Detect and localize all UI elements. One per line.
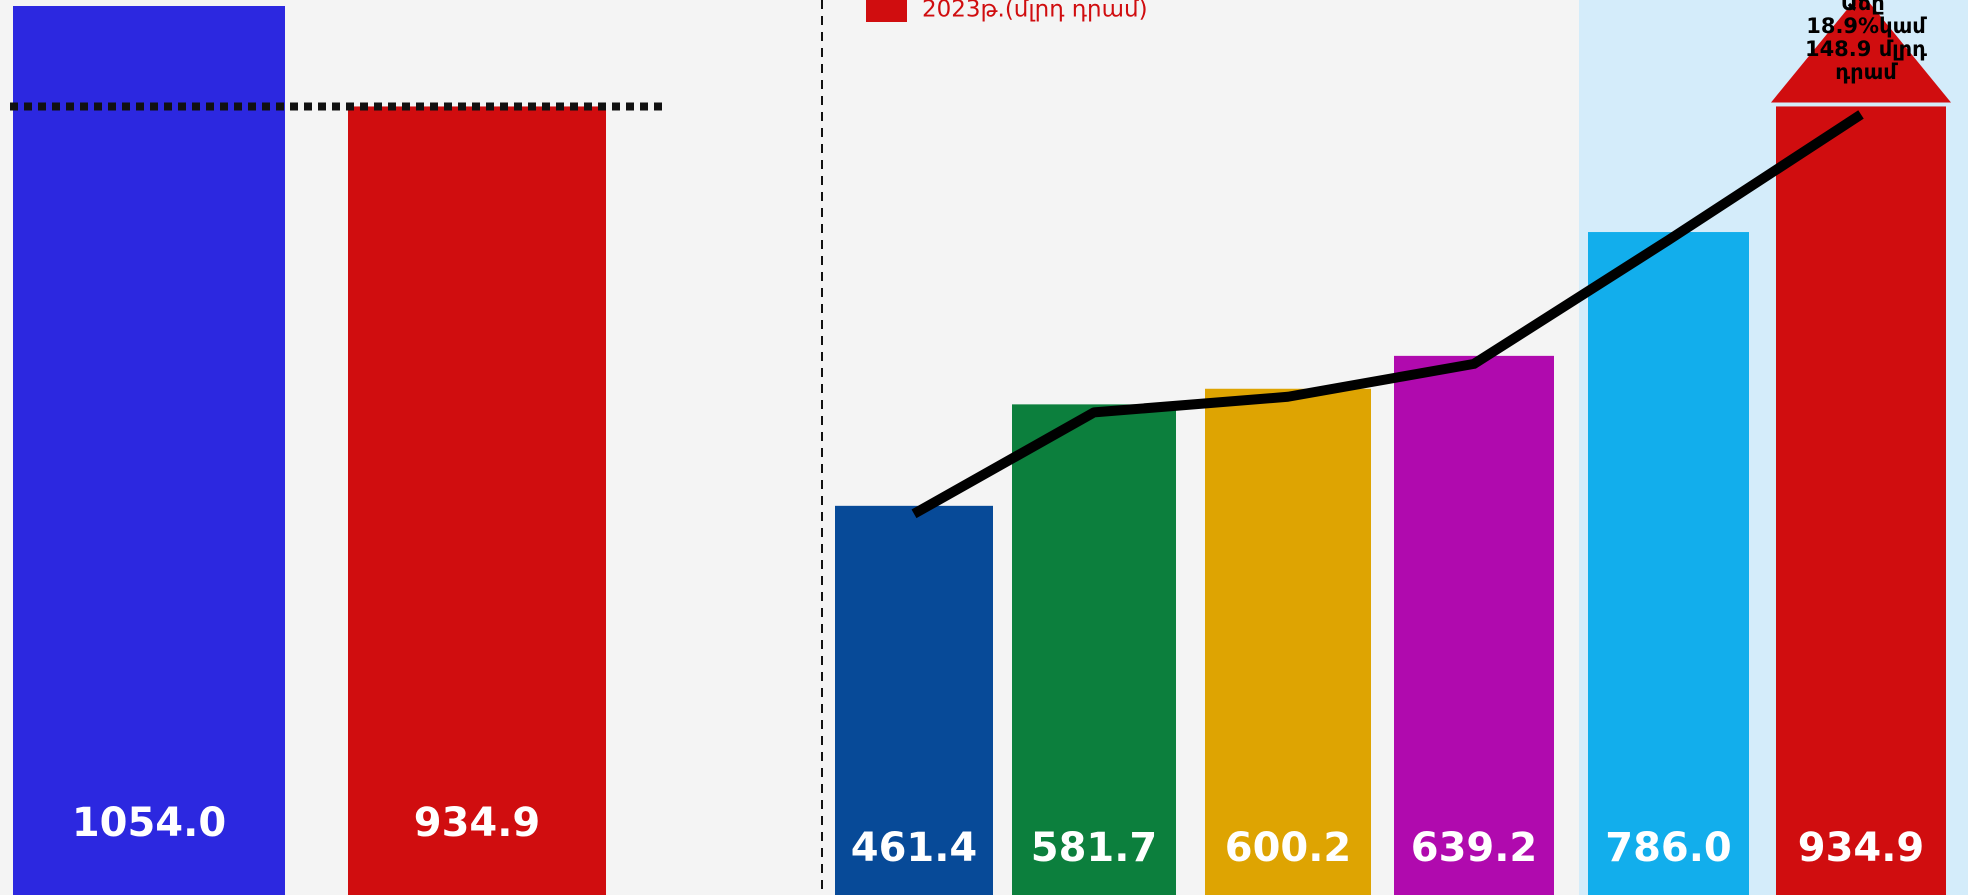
- value-label: 600.2: [1225, 825, 1352, 871]
- value-label: 639.2: [1411, 825, 1538, 871]
- value-label: 1054.0: [72, 800, 226, 846]
- bar: [13, 6, 285, 895]
- annotation: դրամ: [1835, 60, 1898, 84]
- bar: [1012, 404, 1176, 895]
- value-label: 461.4: [851, 825, 978, 871]
- annotation: 148.9 մլրդ: [1805, 37, 1927, 61]
- value-label: 786.0: [1605, 825, 1732, 871]
- bar: [348, 106, 606, 895]
- legend-label: 2023թ.(մլրդ դրամ): [922, 0, 1148, 23]
- chart: 2023թ.(մլրդ դրամ) 1054.0 934.9 Աճը՝18.9%կա…: [0, 0, 1968, 895]
- annotation: 18.9%կամ: [1806, 14, 1927, 38]
- page: 2023թ.(մլրդ դրամ) 1054.0 934.9 Աճը՝18.9%կա…: [0, 0, 1968, 895]
- value-label: 581.7: [1031, 825, 1158, 871]
- annotation: Աճը՝: [1841, 0, 1892, 15]
- bar: [1776, 106, 1946, 895]
- bar: [1588, 232, 1749, 895]
- bar: [1205, 389, 1371, 895]
- value-label: 934.9: [1798, 825, 1925, 871]
- bar: [1394, 356, 1554, 895]
- value-label: 934.9: [414, 800, 541, 846]
- legend-swatch: [866, 0, 907, 22]
